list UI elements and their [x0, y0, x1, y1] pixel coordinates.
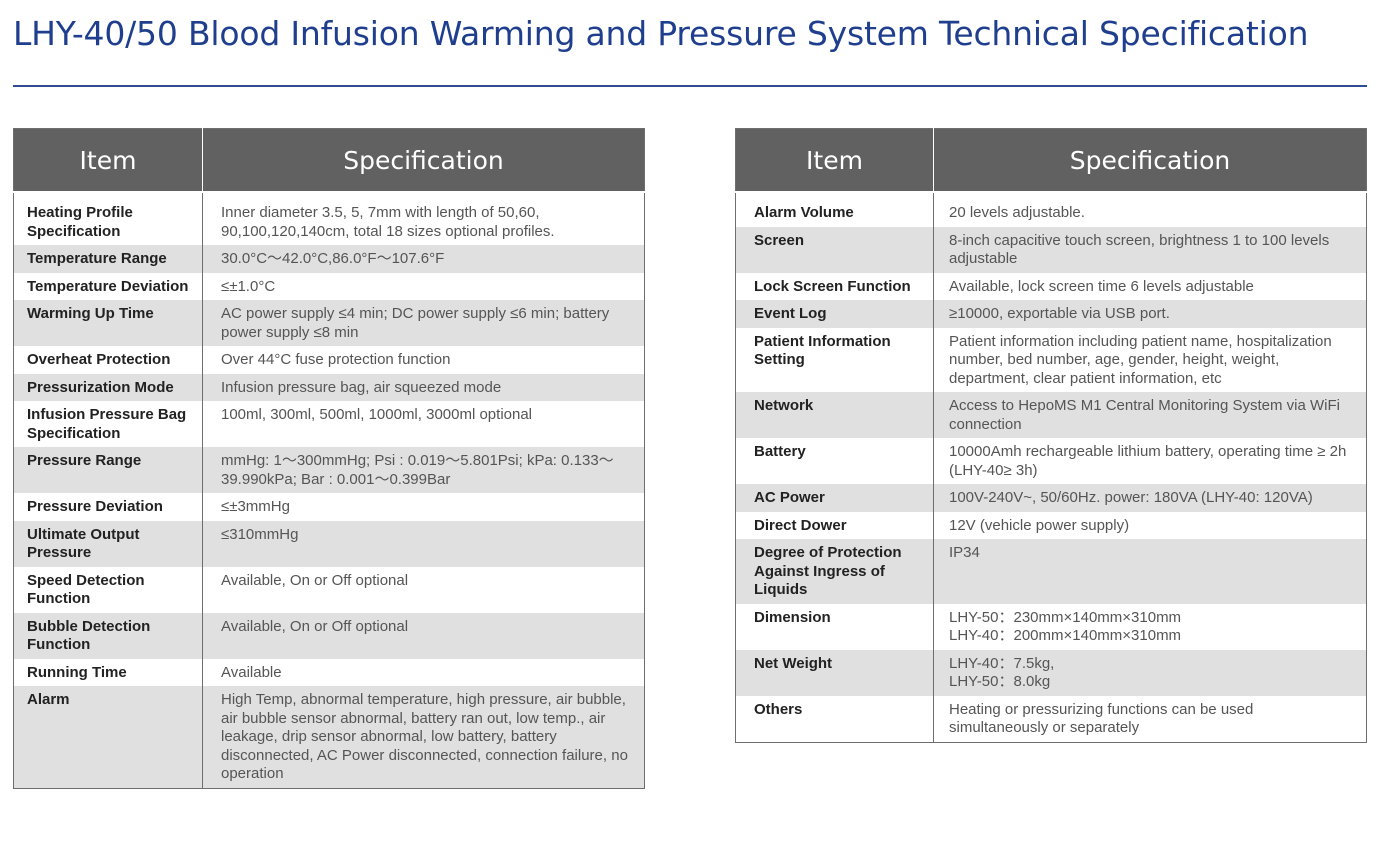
row-item-label: Ultimate Output Pressure [13, 520, 203, 567]
table-row: Heating Profile Specification Inner diame… [13, 199, 645, 245]
row-item-label: Network [735, 392, 934, 438]
row-spec-value: Patient information including patient na… [949, 332, 1332, 387]
row-spec-value: Heating or pressurizing functions can be… [949, 700, 1254, 737]
spec-table-right: Item Specification Alarm Volume 20 levels… [735, 128, 1367, 743]
row-item-label: Heating Profile Specification [13, 199, 203, 245]
spec-table-left: Item Specification Heating Profile Speci… [13, 128, 645, 789]
row-spec-value: AC power supply ≤4 min; DC power supply … [202, 300, 645, 346]
table-row: Temperature Deviation ≤±1.0°C [13, 272, 645, 300]
row-spec-value: Available [221, 663, 282, 681]
row-item-label: Overheat Protection [13, 346, 203, 374]
row-spec-value: LHY-40：7.5kg, LHY-50：8.0kg [933, 649, 1367, 696]
row-item-label: Alarm [13, 686, 203, 788]
row-item-label: Dimension [735, 603, 934, 650]
table-spacer-row [735, 192, 1367, 199]
row-spec-value: 100ml, 300ml, 500ml, 1000ml, 3000ml opti… [221, 406, 533, 423]
table-row: Bubble Detection Function Available, On o… [13, 612, 645, 659]
row-item-label: Others [735, 695, 934, 742]
row-item-label: Alarm Volume [735, 199, 934, 227]
row-spec-value: Available, lock screen time 6 levels adj… [949, 277, 1254, 295]
row-spec-value: Available, On or Off optional [202, 612, 645, 659]
title-underline [13, 85, 1367, 87]
row-item-label: Infusion Pressure Bag Specification [13, 401, 203, 447]
header-item: Item [735, 128, 934, 193]
table-row: AC Power 100V-240V~, 50/60Hz. power: 180V… [735, 484, 1367, 512]
table-row: Degree of Protection Against Ingress of … [735, 539, 1367, 604]
row-item-label: Pressure Range [13, 447, 203, 493]
row-spec-value: ≤±3mmHg [221, 498, 290, 515]
page-title: LHY-40/50 Blood Infusion Warming and Pre… [13, 14, 1309, 53]
table-row: Event Log ≥10000, exportable via USB port… [735, 300, 1367, 328]
row-spec-value: 8-inch capacitive touch screen, brightne… [933, 226, 1367, 273]
row-item-label: Temperature Deviation [13, 272, 203, 300]
row-item-label: Lock Screen Function [735, 272, 934, 300]
row-spec-value: mmHg: 1～300mmHg; Psi : 0.019～5.801Psi; k… [202, 447, 645, 493]
table-row: Pressure Range mmHg: 1～300mmHg; Psi : 0.0… [13, 447, 645, 493]
table-row: Temperature Range 30.0°C～42.0°C,86.0°F～10… [13, 245, 645, 273]
table-row: Patient Information Setting Patient infor… [735, 327, 1367, 392]
table-row: Direct Dower 12V (vehicle power supply) [735, 511, 1367, 539]
row-item-label: Speed Detection Function [13, 566, 203, 613]
row-item-label: Running Time [13, 658, 203, 686]
row-spec-value: 100V-240V~, 50/60Hz. power: 180VA (LHY-4… [933, 484, 1367, 512]
row-spec-value: Over 44°C fuse protection function [221, 351, 451, 368]
table-row: Speed Detection Function Available, On or… [13, 566, 645, 613]
row-item-label: Temperature Range [13, 245, 203, 273]
table-header-row: Item Specification [735, 128, 1367, 193]
row-item-label: Patient Information Setting [735, 327, 934, 392]
row-spec-value: Available, On or Off optional [221, 571, 409, 589]
row-spec-value: 12V (vehicle power supply) [949, 516, 1130, 534]
header-item: Item [13, 128, 203, 193]
row-spec-value: Access to HepoMS M1 Central Monitoring S… [933, 392, 1367, 438]
table-row: Warming Up Time AC power supply ≤4 min; D… [13, 300, 645, 346]
row-spec-value: 10000Amh rechargeable lithium battery, o… [949, 443, 1347, 479]
table-row: Screen 8-inch capacitive touch screen, br… [735, 226, 1367, 273]
row-item-label: AC Power [735, 484, 934, 512]
row-spec-value: ≤±1.0°C [221, 277, 276, 295]
table-header-row: Item Specification [13, 128, 645, 193]
row-spec-value: 30.0°C～42.0°C,86.0°F～107.6°F [202, 245, 645, 273]
table-row: Running Time Available [13, 658, 645, 686]
row-item-label: Pressure Deviation [13, 493, 203, 521]
row-item-label: Direct Dower [735, 511, 934, 539]
table-row: Alarm Volume 20 levels adjustable. [735, 199, 1367, 227]
row-item-label: Battery [735, 438, 934, 484]
table-row: Net Weight LHY-40：7.5kg, LHY-50：8.0kg [735, 649, 1367, 696]
row-spec-value: Inner diameter 3.5, 5, 7mm with length o… [221, 204, 555, 240]
row-spec-value: ≥10000, exportable via USB port. [933, 300, 1367, 328]
row-spec-value: ≤310mmHg [202, 520, 645, 567]
header-specification: Specification [202, 128, 645, 193]
table-row: Battery 10000Amh rechargeable lithium bat… [735, 438, 1367, 484]
table-row: Pressure Deviation ≤±3mmHg [13, 493, 645, 521]
table-row: Dimension LHY-50：230mm×140mm×310mm LHY-40… [735, 603, 1367, 650]
row-item-label: Degree of Protection Against Ingress of … [735, 539, 934, 604]
table-row: Ultimate Output Pressure ≤310mmHg [13, 520, 645, 567]
row-spec-value: Infusion pressure bag, air squeezed mode [202, 373, 645, 401]
table-spacer-row [13, 192, 645, 199]
row-item-label: Warming Up Time [13, 300, 203, 346]
row-spec-value: IP34 [933, 539, 1367, 604]
row-spec-value: High Temp, abnormal temperature, high pr… [202, 686, 645, 788]
table-row: Network Access to HepoMS M1 Central Monit… [735, 392, 1367, 438]
table-row: Lock Screen Function Available, lock scre… [735, 272, 1367, 300]
table-row: Infusion Pressure Bag Specification 100ml… [13, 401, 645, 447]
row-item-label: Bubble Detection Function [13, 612, 203, 659]
row-item-label: Screen [735, 226, 934, 273]
row-spec-value: LHY-50：230mm×140mm×310mm LHY-40：200mm×14… [949, 608, 1182, 645]
table-row: Alarm High Temp, abnormal temperature, hi… [13, 686, 645, 788]
header-specification: Specification [933, 128, 1367, 193]
row-item-label: Event Log [735, 300, 934, 328]
row-spec-value: 20 levels adjustable. [949, 204, 1085, 221]
row-item-label: Net Weight [735, 649, 934, 696]
row-item-label: Pressurization Mode [13, 373, 203, 401]
table-row: Overheat Protection Over 44°C fuse protec… [13, 346, 645, 374]
table-row: Pressurization Mode Infusion pressure bag… [13, 373, 645, 401]
table-row: Others Heating or pressurizing functions … [735, 695, 1367, 742]
